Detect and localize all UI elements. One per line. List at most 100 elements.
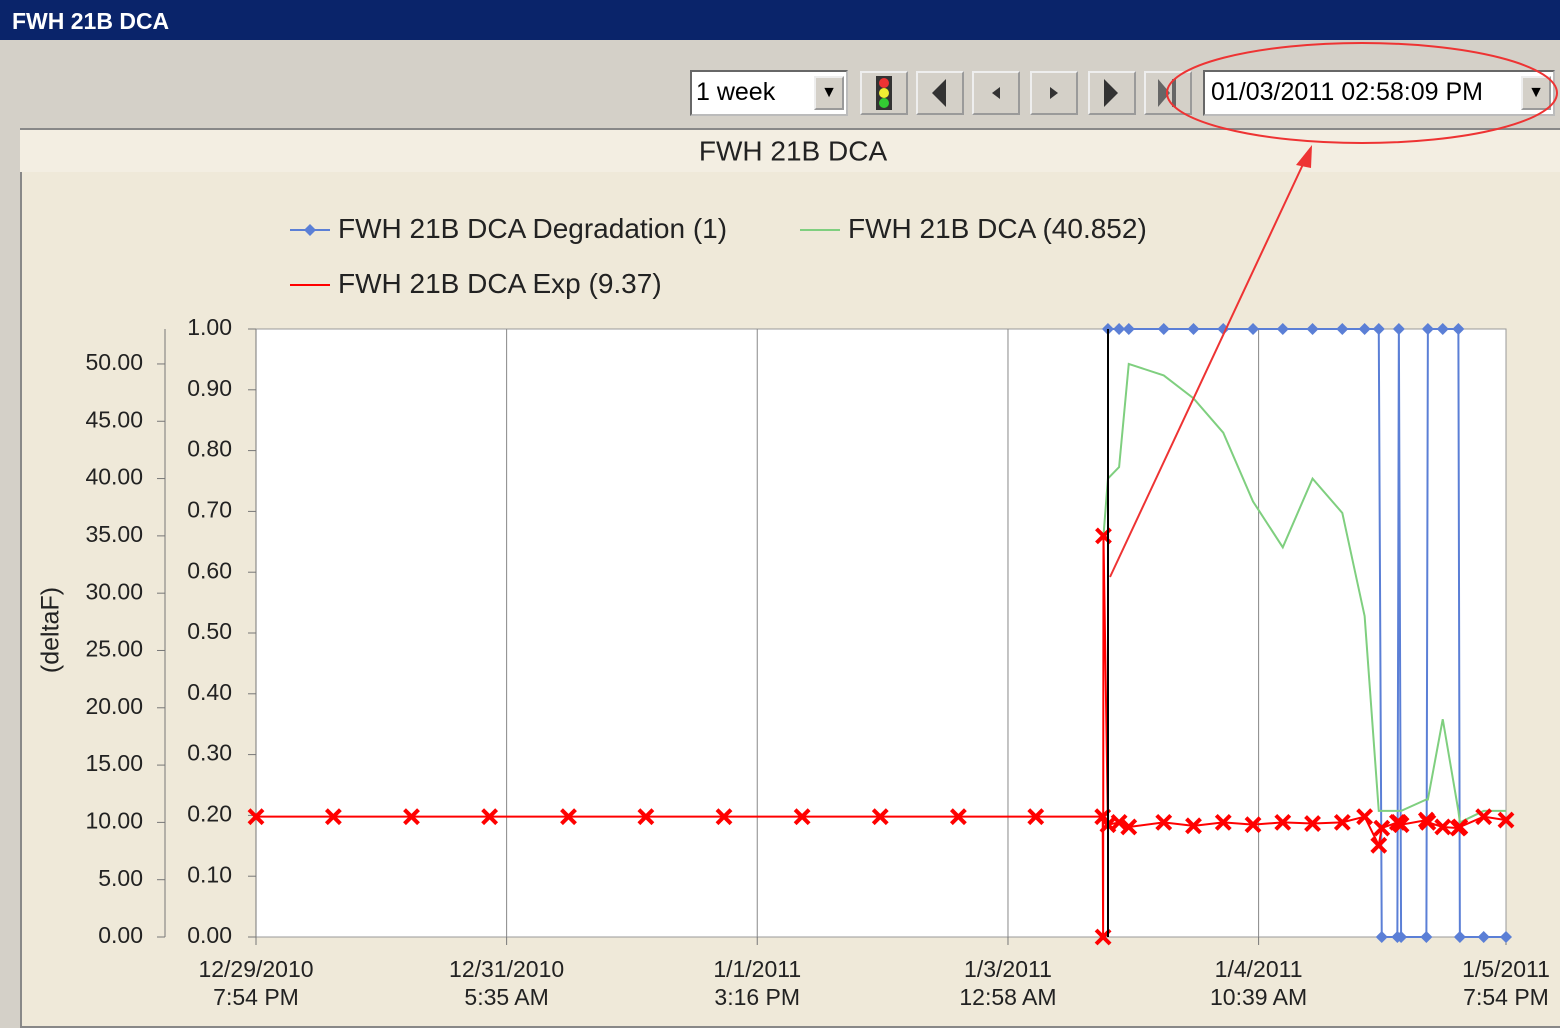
point-marker [1276,323,1289,335]
point-marker [949,808,967,826]
x-tick-label: 12/31/2010 5:35 AM [449,956,565,1010]
y2-tick-label: 0.90 [187,375,232,401]
point-marker [1373,819,1391,837]
first-button[interactable] [916,71,964,115]
range-select[interactable]: 1 week ▼ [690,70,848,116]
y-tick-label: 40.00 [85,464,143,490]
point-marker [1247,323,1260,335]
icon [1158,79,1176,107]
legend-label: FWH 21B DCA Degradation (1) [338,213,728,244]
y2-tick-label: 0.60 [187,557,232,583]
range-value: 1 week [696,78,776,106]
x-tick-label: 1/5/2011 7:54 PM [1462,956,1550,1010]
y-tick-label: 50.00 [85,349,143,375]
y2-tick-label: 0.20 [187,800,232,826]
annotation-arrow [1109,159,1306,578]
y2-tick-label: 0.50 [187,618,232,644]
dropdown-arrow: ▼ [814,76,844,110]
last-button[interactable] [1088,71,1136,115]
point-marker [793,808,811,826]
point-marker [1336,323,1349,335]
x-tick-label: 12/29/2010 7:54 PM [198,956,314,1010]
plot-area [255,328,1507,938]
point-marker [1244,816,1262,834]
datetime-value: 01/03/2011 02:58:09 PM [1211,78,1483,106]
y-tick-label: 10.00 [85,807,143,833]
point-marker [1214,813,1232,831]
icon [1050,87,1058,99]
y-tick-label: 5.00 [98,865,143,891]
point-marker [1453,931,1466,943]
y-tick-label: 45.00 [85,406,143,432]
point-marker [1475,808,1493,826]
datetime-field[interactable]: 01/03/2011 02:58:09 PM ▼ [1203,70,1555,116]
y-tick-label: 30.00 [85,578,143,604]
point-marker [1333,813,1351,831]
x-tick-label: 1/3/2011 12:58 AM [959,956,1057,1010]
title-bar: FWH 21B DCA [0,0,1560,40]
legend-label: FWH 21B DCA (40.852) [848,213,1147,244]
point-marker [1395,931,1408,943]
point-marker [1217,323,1230,335]
y2-tick-label: 1.00 [187,314,232,340]
point-marker [1477,931,1490,943]
point-marker [715,808,733,826]
point-marker [637,808,655,826]
point-marker [1434,818,1452,836]
icon [932,79,946,107]
y-tick-label: 15.00 [85,750,143,776]
y2-tick-label: 0.80 [187,436,232,462]
status-button[interactable] [860,71,908,115]
point-marker [1110,813,1128,831]
point-marker [481,808,499,826]
end-button[interactable] [1144,71,1192,115]
window-title: FWH 21B DCA [12,8,170,34]
y-tick-label: 35.00 [85,521,143,547]
point-marker [1027,808,1045,826]
next-button[interactable] [1030,71,1078,115]
legend-swatch [290,224,330,236]
point-marker [1392,323,1405,335]
series-line [1102,362,1506,824]
point-marker [1420,931,1433,943]
y-tick-label: 20.00 [85,693,143,719]
point-marker [1113,323,1126,335]
point-marker [1497,811,1515,829]
prev-button[interactable] [972,71,1020,115]
point-marker [1120,818,1138,836]
point-marker [1274,813,1292,831]
y2-tick-label: 0.10 [187,861,232,887]
y2-tick-label: 0.30 [187,740,232,766]
point-marker [1419,813,1437,831]
point-marker [1185,817,1202,835]
legend-label: FWH 21B DCA Exp (9.37) [338,268,662,299]
point-marker [403,808,420,826]
x-tick-label: 1/4/2011 10:39 AM [1210,956,1308,1010]
point-marker [247,808,265,826]
point-marker [1375,931,1388,943]
y-tick-label: 0.00 [98,922,143,948]
legend-marker [304,224,316,236]
y2-tick-label: 0.40 [187,679,232,705]
point-marker [1370,836,1388,854]
point-marker [1452,323,1465,335]
point-marker [1122,323,1135,335]
point-marker [1157,323,1170,335]
point-marker [1421,323,1434,335]
point-marker [1306,323,1319,335]
y2-tick-label: 0.70 [187,496,232,522]
point-marker [1451,818,1469,836]
dropdown-arrow: ▼ [1521,76,1551,110]
point-marker [1187,323,1200,335]
point-marker [1304,815,1321,832]
icon [992,87,1000,99]
point-marker [1356,808,1374,826]
y-axis-label: (deltaF) [37,587,65,673]
point-marker [871,808,889,826]
arrow-head [1296,145,1312,168]
point-marker [560,808,577,826]
icon [1104,79,1118,107]
traffic-light [876,76,892,110]
